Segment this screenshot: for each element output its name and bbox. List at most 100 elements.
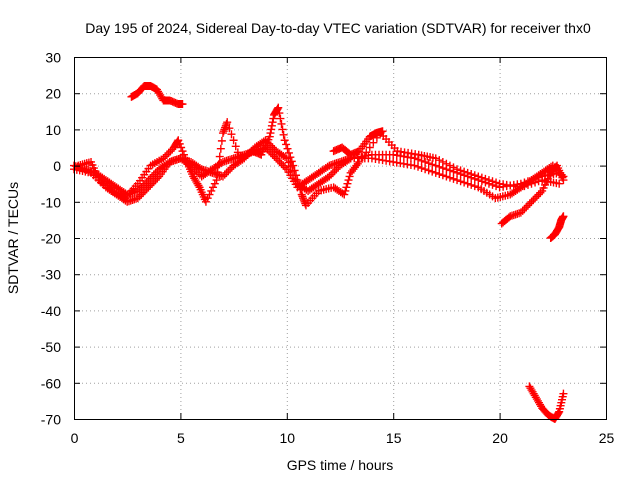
data-point bbox=[149, 170, 158, 179]
data-point bbox=[477, 173, 486, 182]
x-tick-label: 25 bbox=[599, 430, 615, 446]
data-point bbox=[292, 171, 301, 180]
data-point bbox=[484, 176, 493, 185]
data-point bbox=[275, 109, 284, 118]
data-point bbox=[442, 159, 451, 168]
data-point bbox=[161, 152, 170, 161]
data-point bbox=[453, 165, 462, 174]
data-point bbox=[139, 188, 148, 197]
data-point bbox=[269, 114, 278, 123]
y-axis-label: SDTVAR / TECUs bbox=[5, 182, 21, 294]
data-point bbox=[268, 150, 277, 159]
data-point bbox=[140, 186, 149, 195]
data-point bbox=[330, 167, 339, 176]
data-point bbox=[210, 179, 219, 188]
data-point bbox=[215, 152, 224, 161]
data-point bbox=[300, 197, 309, 206]
data-point bbox=[216, 144, 225, 153]
x-axis-label: GPS time / hours bbox=[287, 457, 394, 473]
data-point bbox=[554, 408, 563, 417]
data-point bbox=[341, 186, 350, 195]
data-point bbox=[438, 171, 447, 180]
data-point bbox=[488, 177, 497, 186]
data-point bbox=[327, 170, 336, 179]
data-point bbox=[555, 179, 564, 188]
data-point bbox=[340, 190, 349, 199]
data-point bbox=[219, 127, 228, 136]
data-point bbox=[281, 163, 290, 172]
data-point bbox=[275, 157, 284, 166]
data-point bbox=[144, 176, 153, 185]
data-point bbox=[299, 194, 308, 203]
data-point bbox=[518, 206, 527, 215]
data-point bbox=[355, 157, 364, 166]
data-point bbox=[325, 172, 334, 181]
data-point bbox=[342, 183, 351, 192]
data-point bbox=[516, 208, 525, 217]
y-tick-label: -20 bbox=[41, 231, 61, 247]
data-point bbox=[220, 125, 229, 134]
data-points bbox=[70, 81, 568, 423]
data-point bbox=[277, 159, 286, 168]
data-point bbox=[365, 143, 374, 152]
axis-ticks: 0 5 10 15 20 25 30 20 10 0 -10 -20 -30 -40 -50 -60 -70 bbox=[41, 50, 615, 447]
data-point bbox=[410, 161, 419, 170]
data-point bbox=[445, 161, 454, 170]
data-point bbox=[218, 172, 227, 181]
data-point bbox=[520, 182, 529, 191]
data-point bbox=[343, 179, 352, 188]
data-point bbox=[559, 212, 568, 221]
data-point bbox=[222, 168, 231, 177]
data-point bbox=[217, 136, 226, 145]
data-point bbox=[431, 161, 440, 170]
chart-title: Day 195 of 2024, Sidereal Day-to-day VTE… bbox=[85, 20, 591, 36]
data-point bbox=[467, 170, 476, 179]
data-point bbox=[279, 161, 288, 170]
data-point bbox=[414, 155, 423, 164]
data-point bbox=[268, 143, 277, 152]
data-point bbox=[267, 121, 276, 130]
y-tick-label: -50 bbox=[41, 339, 61, 355]
data-point bbox=[194, 181, 203, 190]
data-point bbox=[178, 147, 187, 156]
data-point bbox=[481, 174, 490, 183]
series-track-h bbox=[525, 382, 568, 423]
data-point bbox=[213, 168, 222, 177]
data-point bbox=[233, 148, 242, 157]
data-point bbox=[153, 174, 162, 183]
data-point bbox=[529, 195, 538, 204]
data-point bbox=[463, 168, 472, 177]
data-point bbox=[224, 167, 233, 176]
data-point bbox=[229, 136, 238, 145]
data-point bbox=[460, 167, 469, 176]
data-point bbox=[417, 164, 426, 173]
data-point bbox=[532, 192, 541, 201]
data-point bbox=[442, 172, 451, 181]
data-point bbox=[525, 199, 534, 208]
data-point bbox=[369, 138, 378, 147]
y-tick-label: -40 bbox=[41, 303, 61, 319]
data-point bbox=[181, 154, 190, 163]
data-point bbox=[492, 178, 501, 187]
data-point bbox=[266, 129, 275, 138]
y-tick-label: -60 bbox=[41, 375, 61, 391]
data-point bbox=[194, 168, 203, 177]
x-tick-label: 20 bbox=[492, 430, 508, 446]
data-point bbox=[146, 174, 155, 183]
data-point bbox=[151, 168, 160, 177]
data-point bbox=[223, 118, 232, 127]
x-tick-label: 10 bbox=[280, 430, 296, 446]
data-point bbox=[294, 180, 303, 189]
data-point bbox=[133, 194, 142, 203]
y-tick-label: 30 bbox=[45, 50, 61, 66]
data-point bbox=[421, 165, 430, 174]
data-point bbox=[178, 100, 187, 109]
data-point bbox=[523, 180, 532, 189]
data-point bbox=[282, 140, 291, 149]
data-point bbox=[456, 166, 465, 175]
data-point bbox=[523, 201, 532, 210]
series-track-c bbox=[74, 103, 564, 210]
data-point bbox=[293, 176, 302, 185]
data-point bbox=[151, 176, 160, 185]
